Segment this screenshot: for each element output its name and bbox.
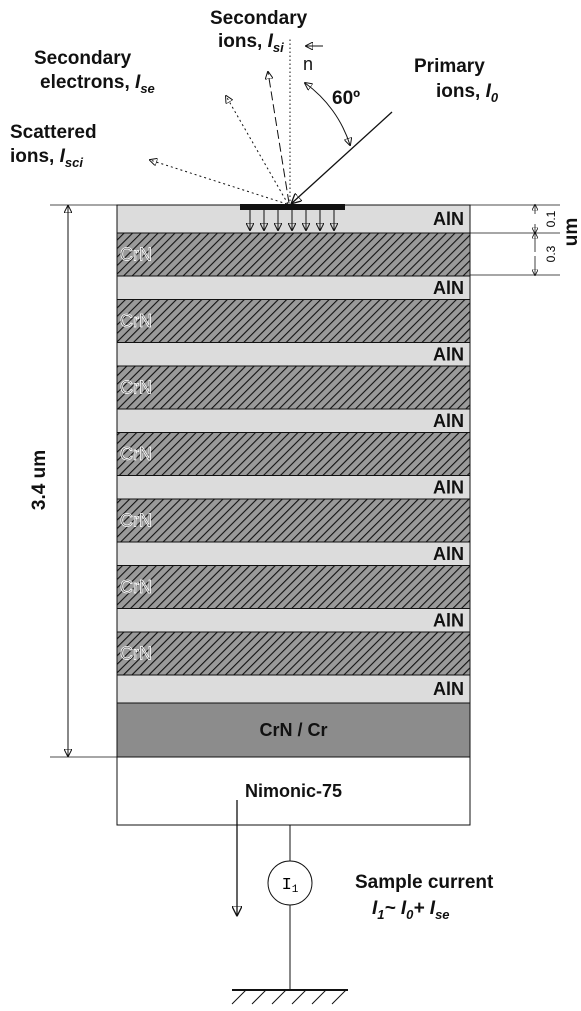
text: ions, — [436, 81, 486, 102]
angle-label: 60º — [332, 88, 360, 109]
layer — [116, 342, 471, 367]
subscript: 1 — [292, 884, 299, 896]
layer-label: Nimonic-75 — [245, 781, 342, 801]
layer-label: CrN — [120, 644, 152, 664]
secondary-electron-beam — [226, 96, 289, 205]
layer-label: CrN — [120, 378, 152, 398]
normal-label: n — [303, 54, 313, 74]
layer — [116, 232, 471, 277]
text: electrons, — [40, 72, 135, 93]
symbol: I — [430, 898, 436, 919]
layer — [116, 541, 471, 566]
primary-ions-label: Primary ions, I0 — [414, 56, 499, 105]
sample-current-formula: I1~ I0+ Ise — [372, 898, 450, 922]
spot-arrows — [250, 210, 334, 230]
layer — [116, 498, 471, 543]
layer — [116, 756, 471, 826]
layer — [116, 702, 471, 758]
layer-label: CrN — [120, 577, 152, 597]
scattered-ions-label: Scattered ions, Isci — [10, 122, 97, 170]
layer — [116, 299, 471, 343]
symbol: I — [268, 31, 274, 52]
symbol: I — [372, 898, 378, 919]
text: Scattered — [10, 122, 97, 143]
subscript: se — [140, 81, 154, 96]
layer-label: AlN — [433, 610, 464, 630]
subscript: 1 — [377, 907, 384, 922]
layer — [116, 674, 471, 704]
layer-label: AlN — [433, 344, 464, 364]
text: Secondary — [210, 8, 308, 29]
layer-label: AlN — [433, 278, 464, 298]
symbol: I — [135, 72, 141, 93]
scattered-ion-beam — [150, 160, 288, 205]
layer-label: CrN — [120, 311, 152, 331]
ammeter-label: I1 — [282, 876, 299, 896]
secondary-ion-beam — [268, 72, 290, 204]
sample-current-title: Sample current — [355, 872, 494, 893]
subscript: se — [435, 907, 449, 922]
layer-label: AlN — [433, 411, 464, 431]
layer — [116, 275, 471, 300]
total-thickness: 3.4 um — [29, 450, 50, 510]
layer-stack: AlN CrN AlN CrN AlN CrN AlN CrN AlN CrN AlN CrN AlN C… — [116, 204, 471, 826]
layer — [116, 608, 471, 633]
layer-label: AlN — [433, 679, 464, 699]
dimension-unit: um — [561, 218, 581, 247]
beam-spot — [240, 204, 345, 210]
secondary-electrons-label: Secondary electrons, Ise — [34, 48, 155, 96]
layer-label: AlN — [433, 544, 464, 564]
text: Primary — [414, 56, 485, 77]
layer — [116, 631, 471, 676]
subscript: sci — [65, 155, 83, 170]
dimension-label: 0.1 — [544, 210, 558, 227]
layer — [116, 408, 471, 433]
layer — [116, 565, 471, 609]
subscript: 0 — [491, 90, 499, 105]
symbol: I — [401, 898, 407, 919]
primary-beam — [292, 111, 393, 203]
symbol: I — [60, 146, 66, 167]
ground-hatch — [231, 989, 347, 1005]
operator: + — [413, 898, 429, 919]
layer-label: AlN — [433, 477, 464, 497]
layer-label: AlN — [433, 209, 464, 229]
dimension-label: 0.3 — [544, 245, 558, 262]
layer — [116, 475, 471, 500]
operator: ~ — [385, 898, 401, 919]
layer-label: CrN — [120, 245, 152, 265]
layer-label: CrN — [120, 444, 152, 464]
symbol: I — [486, 81, 492, 102]
text: Secondary — [34, 48, 132, 69]
text: ions, — [218, 31, 268, 52]
symbol: I — [282, 876, 292, 895]
subscript: 0 — [406, 907, 414, 922]
subscript: si — [273, 40, 284, 55]
angle-arc — [305, 83, 350, 145]
layer — [116, 365, 471, 410]
layer-label: CrN / Cr — [259, 720, 327, 740]
text: ions, — [10, 146, 60, 167]
layer — [116, 432, 471, 476]
layer-label: CrN — [120, 511, 152, 531]
secondary-ions-label: Secondary ions, Isi — [210, 8, 308, 55]
